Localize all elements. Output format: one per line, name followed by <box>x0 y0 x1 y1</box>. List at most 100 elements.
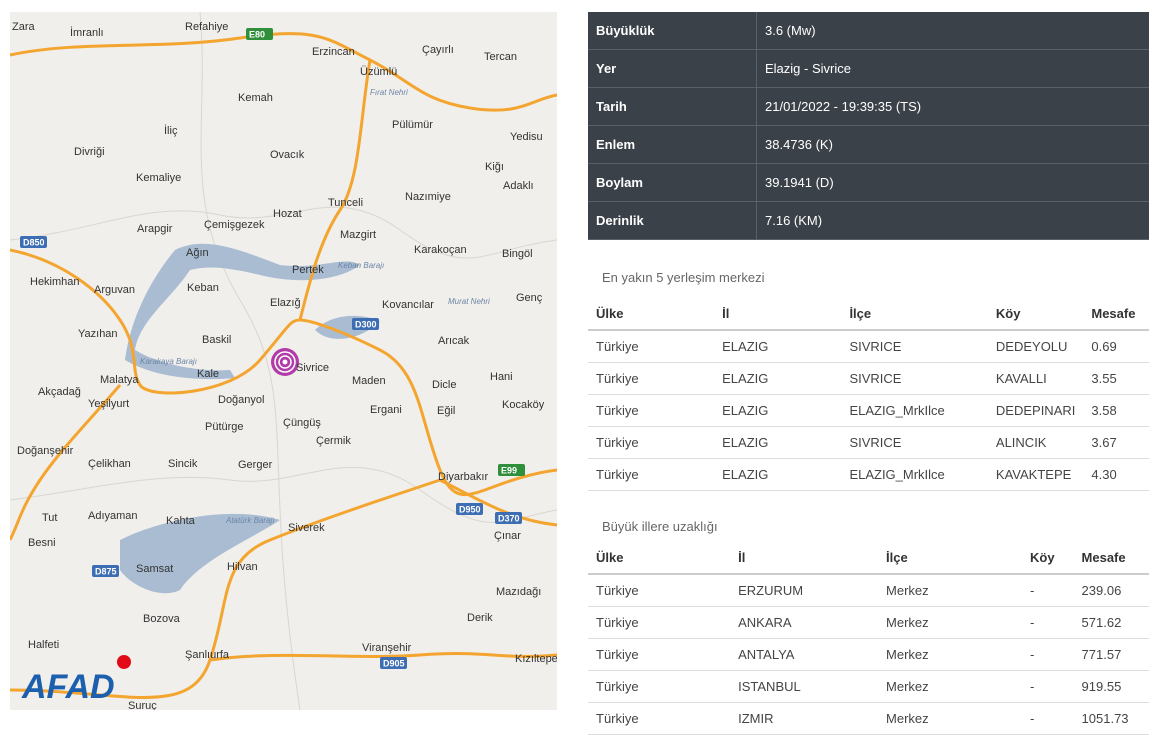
place-label: Arapgir <box>137 223 173 235</box>
place-label: Çemişgezek <box>204 219 265 231</box>
column-header: İl <box>714 297 842 331</box>
details-row: Tarih 21/01/2022 - 19:39:35 (TS) <box>588 87 1149 126</box>
place-label: Derik <box>467 612 493 624</box>
nearest-title: En yakın 5 yerleşim merkezi <box>602 270 765 285</box>
detail-label: Yer <box>588 49 757 88</box>
place-label: Malatya <box>100 374 139 386</box>
road-shield-label: E80 <box>249 30 265 40</box>
table-cell: ELAZIG <box>714 458 842 491</box>
table-cell: Türkiye <box>588 638 731 671</box>
place-label: Diyarbakır <box>438 471 488 483</box>
table-cell: ERZURUM <box>730 574 879 607</box>
table-cell: - <box>1022 670 1074 703</box>
table-cell: Merkez <box>878 702 1023 735</box>
table-cell: Merkez <box>878 606 1023 639</box>
table-cell: 1051.73 <box>1073 702 1149 735</box>
detail-label: Büyüklük <box>588 12 757 50</box>
place-label: Kahta <box>166 515 196 527</box>
detail-value: 7.16 (KM) <box>756 201 1149 240</box>
table-cell: IZMIR <box>730 702 879 735</box>
table-cell: 919.55 <box>1073 670 1149 703</box>
epicenter[interactable] <box>271 348 299 376</box>
place-label: Suruç <box>128 700 157 710</box>
column-header: Mesafe <box>1073 541 1149 575</box>
table-row: Türkiye ELAZIG SIVRICE KAVALLI 3.55 <box>588 362 1149 395</box>
place-label: Şanlıurfa <box>185 649 230 661</box>
place-label: Mazgirt <box>340 229 376 241</box>
place-label: Tercan <box>484 51 517 63</box>
place-label: Hozat <box>273 208 302 220</box>
place-label: Baskil <box>202 334 231 346</box>
place-label: Erzincan <box>312 46 355 58</box>
column-header: İl <box>730 541 879 575</box>
place-label: Sivrice <box>296 362 329 374</box>
roads <box>10 32 557 699</box>
table-cell: ELAZIG_MrkIlce <box>841 394 988 427</box>
road-shield <box>380 657 407 669</box>
road-shield <box>92 565 119 577</box>
road-shield-label: E99 <box>501 466 517 476</box>
table-cell: Merkez <box>878 638 1023 671</box>
place-label: Elazığ <box>270 297 301 309</box>
lakes <box>120 243 380 594</box>
header-row: Ülke İl İlçe Köy Mesafe <box>588 541 1149 575</box>
place-label: Pertek <box>292 264 324 276</box>
place-label: Çüngüş <box>283 417 321 429</box>
place-label: Hekimhan <box>30 276 80 288</box>
place-label: Eğil <box>437 405 455 417</box>
place-label: Tut <box>42 512 58 524</box>
place-label: Kocaköy <box>502 399 545 411</box>
road-shield <box>495 512 522 524</box>
table-row: Türkiye ERZURUM Merkez -239.06 <box>588 574 1149 607</box>
road-shield-label: D370 <box>498 514 520 524</box>
map[interactable]: Zara İmranlı Refahiye Erzincan Çayırlı Tercan… <box>10 12 557 710</box>
place-label: Kovancılar <box>382 299 434 311</box>
table-cell: KAVAKTEPE <box>987 458 1084 491</box>
page: {"map":{"labels":["Zara","İmranlı","Refa… <box>10 12 1149 735</box>
table-cell: - <box>1022 574 1074 607</box>
table-cell: ISTANBUL <box>730 670 879 703</box>
keban-karakaya <box>125 243 360 380</box>
place-label: Kale <box>197 368 219 380</box>
place-label: Adaklı <box>503 180 534 192</box>
column-header: Ülke <box>588 297 715 331</box>
table-cell: Türkiye <box>588 606 731 639</box>
place-label: Besni <box>28 537 56 549</box>
table-cell: DEDEYOLU <box>987 330 1084 363</box>
table-cell: ALINCIK <box>987 426 1084 459</box>
place-label: Karakaya Barajı <box>140 357 197 366</box>
table-cell: 0.69 <box>1083 330 1149 363</box>
details-row: Enlem 38.4736 (K) <box>588 125 1149 164</box>
place-label: Hilvan <box>227 561 258 573</box>
detail-value: 39.1941 (D) <box>756 163 1149 202</box>
place-label: İliç <box>164 124 178 137</box>
table-cell: Türkiye <box>588 574 731 607</box>
place-label: Zara <box>12 21 36 33</box>
table-cell: - <box>1022 702 1074 735</box>
table-row: Türkiye IZMIR Merkez -1051.73 <box>588 702 1149 735</box>
place-label: Bingöl <box>502 248 533 260</box>
place-label: Samsat <box>136 563 173 575</box>
flag <box>117 655 131 669</box>
place-label: Üzümlü <box>360 66 397 78</box>
table-cell: ELAZIG <box>714 426 842 459</box>
table-row: Türkiye ELAZIG ELAZIG_MrkIlce DEDEPINARI 3.5… <box>588 394 1149 427</box>
place-label: Pülümür <box>392 119 433 131</box>
table-cell: ELAZIG <box>714 330 842 363</box>
place-label: Mazıdağı <box>496 586 541 598</box>
epicenter-ring <box>274 351 296 373</box>
place-label: Akçadağ <box>38 386 81 398</box>
ataturk-dam <box>120 513 280 594</box>
table-cell: 3.58 <box>1083 394 1149 427</box>
epicenter-core <box>282 359 288 365</box>
place-label: Nazımiye <box>405 191 451 203</box>
detail-label: Derinlik <box>588 201 757 240</box>
table-cell: ANKARA <box>730 606 879 639</box>
table-cell: - <box>1022 638 1074 671</box>
table-row: Türkiye ELAZIG ELAZIG_MrkIlce KAVAKTEPE 4.30 <box>588 458 1149 491</box>
detail-label: Enlem <box>588 125 757 164</box>
table-cell: SIVRICE <box>841 330 988 363</box>
road-shield <box>456 503 483 515</box>
table-cell: 3.55 <box>1083 362 1149 395</box>
road-shield-label: D875 <box>95 567 117 577</box>
